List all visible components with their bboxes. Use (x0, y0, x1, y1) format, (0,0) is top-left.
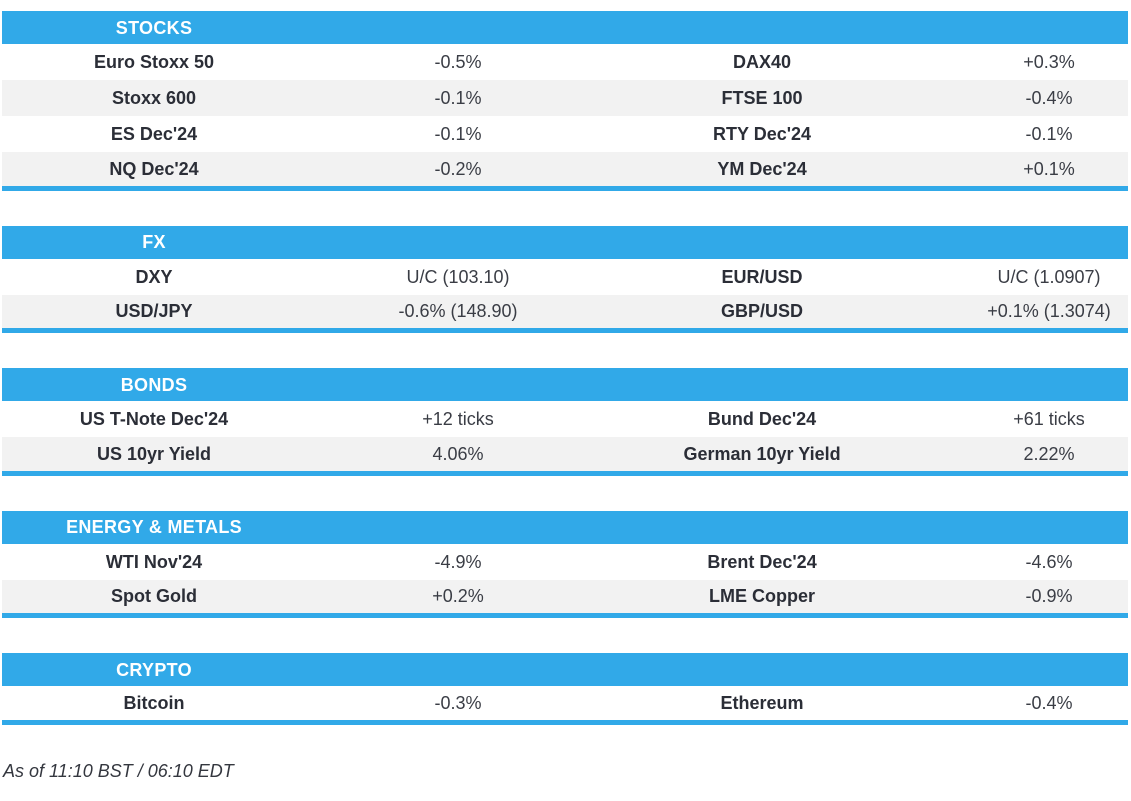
section-header-row: BONDS (2, 368, 1128, 401)
section-header-row: ENERGY & METALS (2, 510, 1128, 544)
instrument-name: DXY (135, 266, 173, 287)
instrument-name: Stoxx 600 (111, 88, 197, 108)
instrument-value: +0.1% (1023, 158, 1075, 179)
instrument-value: -0.4% (1025, 88, 1073, 108)
instrument-name: YM Dec'24 (717, 158, 807, 179)
instrument-value: -0.1% (434, 88, 482, 108)
instrument-value: -0.9% (1025, 586, 1073, 607)
market-snapshot: STOCKS Euro Stoxx 50 -0.5% DAX40 +0.3% S… (2, 11, 1128, 781)
instrument-name: LME Copper (709, 586, 816, 607)
table-row: US 10yr Yield 4.06% German 10yr Yield 2.… (2, 437, 1128, 473)
instrument-value: +0.2% (432, 586, 484, 607)
section-table-energy-metals: ENERGY & METALS WTI Nov'24 -4.9% Brent D… (2, 510, 1128, 618)
section-header-row: FX (2, 225, 1128, 259)
instrument-name: WTI Nov'24 (105, 551, 203, 572)
instrument-value: U/C (1.0907) (997, 266, 1101, 287)
instrument-value: U/C (103.10) (406, 266, 510, 287)
instrument-name: ES Dec'24 (110, 124, 198, 144)
instrument-value: -0.1% (434, 124, 482, 144)
section-header: CRYPTO (2, 653, 1128, 686)
section-header: BONDS (2, 368, 1128, 401)
instrument-name: Ethereum (720, 692, 804, 713)
instrument-name: US 10yr Yield (96, 443, 212, 464)
timestamp-note: As of 11:10 BST / 06:10 EDT (3, 760, 234, 781)
table-row: US T-Note Dec'24 +12 ticks Bund Dec'24 +… (2, 401, 1128, 437)
table-row: NQ Dec'24 -0.2% YM Dec'24 +0.1% (2, 152, 1128, 188)
instrument-value: +12 ticks (422, 409, 494, 429)
instrument-value: 2.22% (1023, 443, 1075, 464)
section-title: FX (142, 232, 166, 252)
table-row: WTI Nov'24 -4.9% Brent Dec'24 -4.6% (2, 543, 1128, 580)
instrument-name: German 10yr Yield (683, 443, 841, 464)
instrument-name: US T-Note Dec'24 (79, 409, 229, 429)
section-title: ENERGY & METALS (66, 517, 242, 537)
table-row: Spot Gold +0.2% LME Copper -0.9% (2, 579, 1128, 616)
section-title: BONDS (120, 374, 188, 395)
section-header: FX (2, 225, 1128, 259)
instrument-name: EUR/USD (721, 266, 803, 287)
section-header-row: CRYPTO (2, 653, 1128, 686)
instrument-name: Brent Dec'24 (707, 551, 817, 572)
section-header: ENERGY & METALS (2, 510, 1128, 544)
section-title: STOCKS (115, 17, 193, 38)
instrument-name: NQ Dec'24 (109, 158, 199, 179)
instrument-value: -0.5% (434, 52, 482, 72)
instrument-value: -4.9% (434, 551, 482, 572)
section-table-bonds: BONDS US T-Note Dec'24 +12 ticks Bund De… (2, 368, 1128, 476)
section-table-fx: FX DXY U/C (103.10) EUR/USD U/C (1.0907)… (2, 225, 1128, 333)
table-row: DXY U/C (103.10) EUR/USD U/C (1.0907) (2, 258, 1128, 295)
instrument-value: -0.1% (1025, 124, 1073, 144)
instrument-name: Bitcoin (123, 692, 185, 713)
instrument-name: Spot Gold (111, 586, 197, 607)
instrument-value: -4.6% (1025, 551, 1073, 572)
table-row: Euro Stoxx 50 -0.5% DAX40 +0.3% (2, 44, 1128, 80)
instrument-name: USD/JPY (115, 301, 193, 322)
section-table-crypto: CRYPTO Bitcoin -0.3% Ethereum -0.4% (2, 653, 1128, 725)
instrument-value: +61 ticks (1013, 409, 1085, 429)
instrument-value: -0.3% (434, 692, 482, 713)
instrument-name: GBP/USD (721, 301, 804, 322)
instrument-name: DAX40 (733, 52, 792, 72)
table-row: USD/JPY -0.6% (148.90) GBP/USD +0.1% (1.… (2, 294, 1128, 331)
section-title: CRYPTO (116, 659, 192, 680)
instrument-name: FTSE 100 (721, 88, 803, 108)
section-header-row: STOCKS (2, 11, 1128, 44)
section-table-stocks: STOCKS Euro Stoxx 50 -0.5% DAX40 +0.3% S… (2, 11, 1128, 191)
section-header: STOCKS (2, 11, 1128, 44)
instrument-value: -0.6% (148.90) (398, 301, 518, 322)
table-row: Stoxx 600 -0.1% FTSE 100 -0.4% (2, 80, 1128, 116)
instrument-value: -0.4% (1025, 692, 1073, 713)
table-row: Bitcoin -0.3% Ethereum -0.4% (2, 686, 1128, 722)
instrument-value: 4.06% (432, 443, 484, 464)
table-row: ES Dec'24 -0.1% RTY Dec'24 -0.1% (2, 116, 1128, 152)
instrument-name: RTY Dec'24 (713, 124, 812, 144)
instrument-name: Euro Stoxx 50 (93, 52, 215, 72)
instrument-value: -0.2% (434, 158, 482, 179)
instrument-name: Bund Dec'24 (707, 409, 817, 429)
instrument-value: +0.1% (1.3074) (987, 301, 1111, 322)
instrument-value: +0.3% (1023, 52, 1075, 72)
